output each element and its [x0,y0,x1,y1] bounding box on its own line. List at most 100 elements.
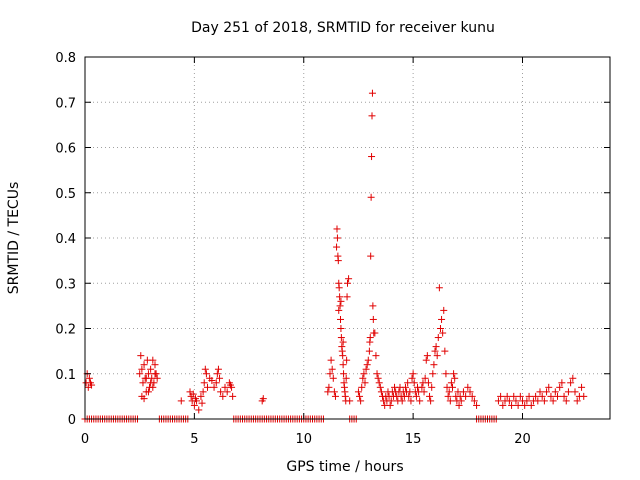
data-point [369,315,377,323]
data-point [333,234,341,242]
data-point [510,392,518,400]
data-point [343,356,351,364]
data-point [408,374,416,382]
data-point [229,392,237,400]
data-point [88,381,96,389]
data-point [438,315,446,323]
data-point [223,388,231,396]
data-point [432,343,440,351]
y-tick-label: 0.1 [55,368,76,383]
data-point [356,392,364,400]
data-point [418,383,426,391]
data-point [545,383,553,391]
data-point [551,388,559,396]
data-point [569,374,577,382]
y-tick-label: 0.2 [55,323,76,338]
data-point [216,374,224,382]
data-point [368,112,376,120]
data-point [567,379,575,387]
data-point [410,379,418,387]
data-point [398,397,406,405]
data-point [445,388,453,396]
data-point [543,388,551,396]
data-point [339,338,347,346]
data-point [190,401,198,409]
data-point [540,397,548,405]
data-point [449,383,456,391]
data-point [208,377,216,385]
data-point [343,293,351,301]
data-point [136,370,144,378]
data-point [386,401,394,409]
data-point [259,395,267,403]
data-point [372,352,380,360]
data-point [387,397,395,405]
x-tick-label: 5 [190,432,198,447]
data-point [330,388,338,396]
data-point [466,388,474,396]
data-point [346,397,354,405]
data-point [367,193,375,201]
data-point [337,334,345,342]
data-point [344,279,351,287]
data-point [195,406,203,414]
grid-layer [85,57,610,419]
y-tick-label: 0 [68,413,76,428]
data-point [219,392,227,400]
data-point [360,370,368,378]
data-point [137,352,145,360]
data-point [357,397,365,405]
data-point [455,401,463,409]
data-point [401,383,409,391]
data-point [339,361,347,369]
data-point [151,370,159,378]
data-point [362,365,370,373]
data-point [366,334,374,342]
data-point [177,397,185,405]
data-point [464,383,472,391]
data-point [420,388,428,396]
data-point [503,392,511,400]
data-point [450,370,458,378]
data-point [512,397,520,405]
data-point [358,383,366,391]
data-point [421,374,429,382]
data-point [377,388,385,396]
data-point [423,352,431,360]
y-tick-label: 0.7 [55,96,76,111]
data-point [374,374,382,382]
data-point [426,392,434,400]
plot-frame [84,56,611,420]
data-point [434,334,442,342]
data-point [560,392,568,400]
data-point [144,370,152,378]
data-point [214,365,222,373]
data-point [422,356,430,364]
data-point [337,325,345,332]
data-point [359,374,367,382]
data-point [140,361,148,369]
data-point [427,397,435,405]
data-point [435,284,443,292]
data-point [499,401,507,409]
data-point [354,388,362,396]
data-point [433,352,441,360]
data-point [407,397,415,405]
data-point [221,383,229,391]
data-point [375,379,383,387]
data-point [202,370,210,378]
data-point [368,153,376,161]
data-point [368,89,376,97]
data-point [409,370,417,378]
ticks-layer: 0 0.1 0.2 0.3 0.4 0.5 0.6 0.7 0.8 0 5 10 15 20 [55,51,610,447]
data-point [416,397,424,405]
data-point [521,401,529,409]
data-point [325,383,333,391]
data-point [198,399,206,407]
y-tick-label: 0.3 [55,277,76,292]
data-point [578,383,586,391]
data-point [328,365,336,373]
data-point [147,365,155,373]
data-point [201,365,209,373]
data-point [336,302,344,310]
